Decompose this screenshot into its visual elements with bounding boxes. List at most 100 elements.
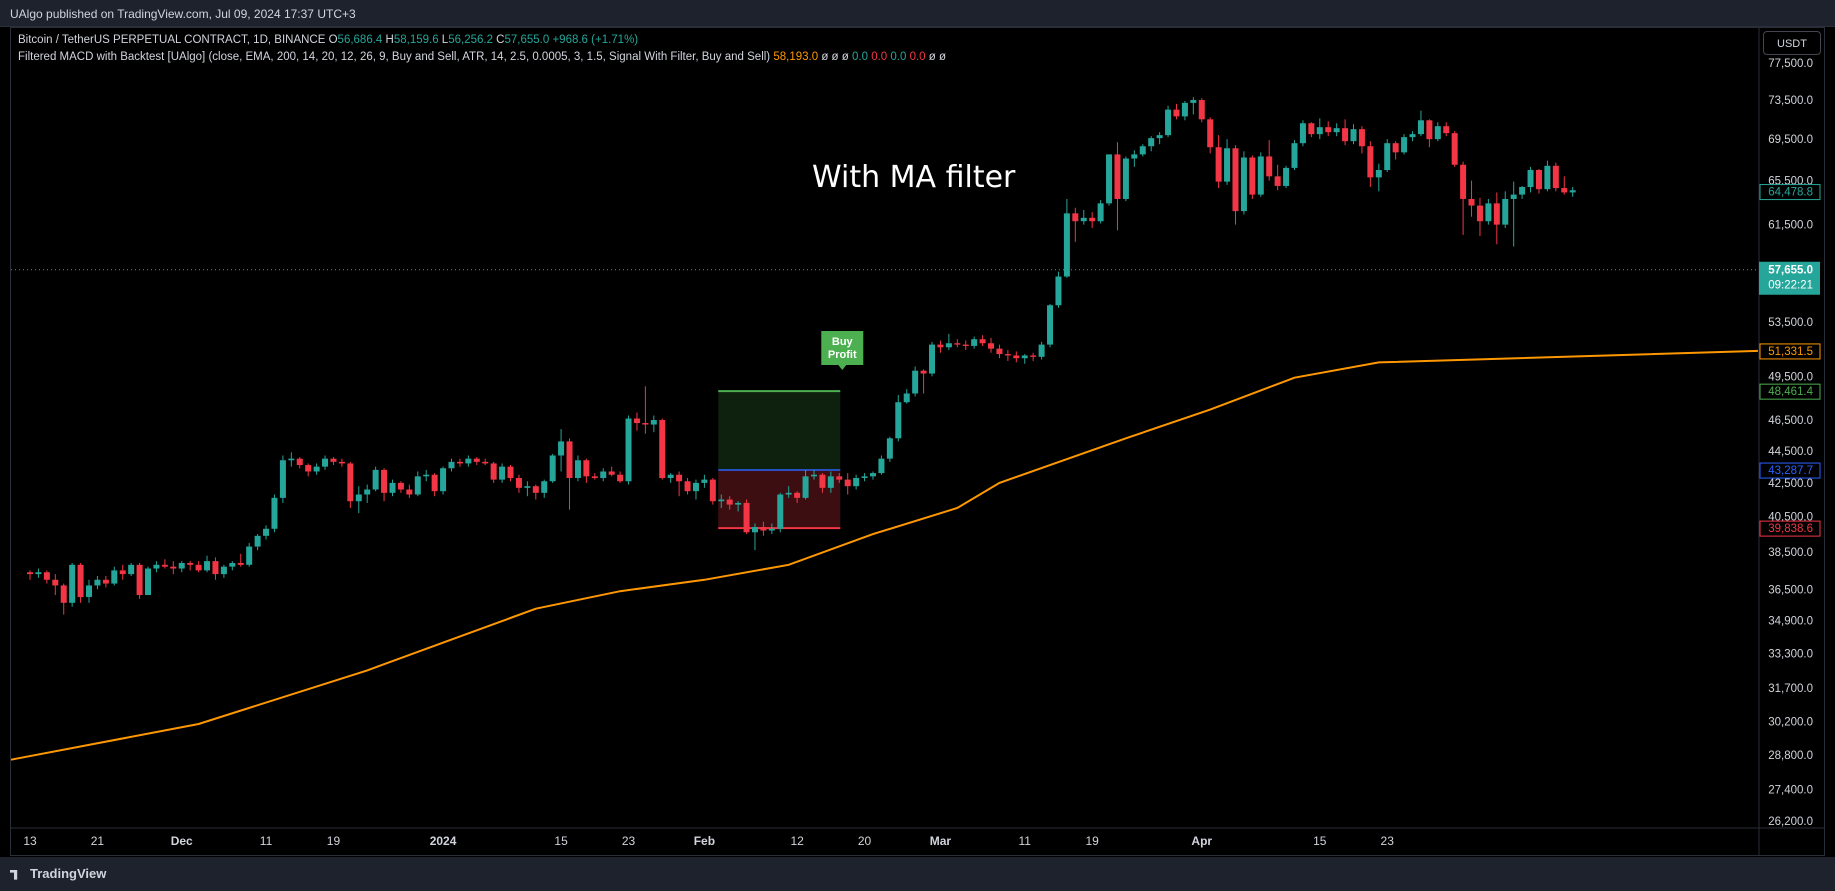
x-tick-label: Dec xyxy=(171,834,193,848)
candle-body xyxy=(1131,154,1138,159)
symbol-legend[interactable]: Bitcoin / TetherUS PERPETUAL CONTRACT, 1… xyxy=(18,34,638,46)
bottom-bar xyxy=(0,857,1835,891)
candle-body xyxy=(153,564,160,569)
candle-body xyxy=(583,460,590,477)
candle-body xyxy=(819,474,826,488)
candle-body xyxy=(1510,194,1517,199)
indicator-plot-value: ø xyxy=(841,51,853,63)
candle-body xyxy=(1333,128,1340,133)
candle-body xyxy=(1224,148,1231,182)
candle-body xyxy=(996,348,1003,355)
candle-body xyxy=(515,477,522,488)
candle-body xyxy=(204,561,211,571)
currency-button[interactable]: USDT xyxy=(1763,31,1821,55)
candle-body xyxy=(920,370,927,374)
x-tick-label: Apr xyxy=(1191,834,1212,848)
price-tag-box xyxy=(1759,520,1821,537)
price-tag-box xyxy=(1759,383,1821,400)
candle-body xyxy=(903,393,910,403)
candle-body xyxy=(1308,123,1315,135)
candle-body xyxy=(962,344,969,346)
candle-body xyxy=(1274,176,1281,186)
candle-body xyxy=(1468,198,1475,206)
x-tick-label: 20 xyxy=(858,834,872,848)
candle-body xyxy=(574,460,581,478)
candle-body xyxy=(431,474,438,492)
x-tick-label: 19 xyxy=(1086,834,1100,848)
x-tick-label: 2024 xyxy=(430,834,457,848)
indicator-plot-value: ø xyxy=(939,51,947,63)
candle-body xyxy=(1249,157,1256,195)
candle-body xyxy=(1544,165,1551,190)
indicator-tail: ø ø ø 0.0 0.0 0.0 0.0 ø ø xyxy=(821,51,946,63)
candle-body xyxy=(1299,123,1306,144)
signal-line-1: Buy xyxy=(832,336,854,348)
candle-body xyxy=(625,418,632,482)
candle-body xyxy=(296,458,303,466)
candle-body xyxy=(979,339,986,344)
candle-body xyxy=(1358,129,1365,147)
signal-label-box xyxy=(821,331,864,370)
candle-body xyxy=(1021,355,1028,359)
y-tick-label: 27,400.0 xyxy=(1768,785,1813,797)
close-label: C xyxy=(496,34,505,46)
candle-body xyxy=(1434,126,1441,140)
candle-body xyxy=(1165,109,1172,136)
candle-body xyxy=(1181,102,1188,117)
candle-body xyxy=(1240,157,1247,212)
y-tick-label: 38,500.0 xyxy=(1768,547,1813,559)
candle-body xyxy=(760,527,767,531)
x-tick-label: 11 xyxy=(1019,834,1032,848)
price-tag-box xyxy=(1759,343,1821,360)
candle-body xyxy=(128,564,135,575)
candle-body xyxy=(878,458,885,474)
candle-body xyxy=(532,486,539,493)
candle-body xyxy=(119,570,126,575)
candle-body xyxy=(473,458,480,462)
y-tick-label: 77,500.0 xyxy=(1768,58,1813,70)
candle-body xyxy=(1055,276,1062,306)
open-value: 56,686.4 xyxy=(337,34,383,46)
candle-body xyxy=(945,343,952,348)
candle-body xyxy=(1215,147,1222,182)
candle-body xyxy=(870,473,876,477)
candle-body xyxy=(1080,217,1087,222)
x-tick-label: 23 xyxy=(622,834,636,848)
signal-line-2: Profit xyxy=(828,349,857,361)
candle-body xyxy=(86,585,93,597)
candle-body xyxy=(94,579,101,586)
candle-body xyxy=(659,420,666,478)
candle-body xyxy=(810,474,817,477)
candle-body xyxy=(397,482,404,490)
x-tick-label: Feb xyxy=(694,834,715,848)
x-tick-label: 12 xyxy=(790,834,804,848)
candle-body xyxy=(381,469,388,493)
indicator-legend[interactable]: Filtered MACD with Backtest [UAlgo] (clo… xyxy=(18,51,946,63)
candle-body xyxy=(1325,127,1332,133)
candle-body xyxy=(827,476,834,488)
price-tag-label: 64,478.8 xyxy=(1768,187,1813,199)
candle-body xyxy=(1350,129,1357,142)
low-label: L xyxy=(441,34,449,46)
candle-body xyxy=(423,474,430,477)
candle-body xyxy=(1156,135,1163,139)
y-tick-label: 73,500.0 xyxy=(1768,95,1813,107)
candle-body xyxy=(279,460,286,498)
indicator-plot-value: 0.0 xyxy=(852,51,872,63)
candle-body xyxy=(355,494,362,502)
indicator-plot-value: ø xyxy=(821,51,832,63)
candle-body xyxy=(212,561,219,575)
candle-body xyxy=(178,562,185,569)
candle-body xyxy=(499,466,506,480)
tradingview-icon xyxy=(10,869,18,880)
tradingview-logo[interactable]: TradingView xyxy=(10,866,106,881)
candle-body xyxy=(785,492,792,495)
candle-body xyxy=(600,471,607,478)
candle-body xyxy=(313,466,320,472)
candle-body xyxy=(633,418,640,424)
chart-frame[interactable] xyxy=(10,27,1825,856)
y-tick-label: 26,200.0 xyxy=(1768,816,1813,828)
x-tick-label: 11 xyxy=(260,834,273,848)
candle-body xyxy=(1047,305,1054,345)
